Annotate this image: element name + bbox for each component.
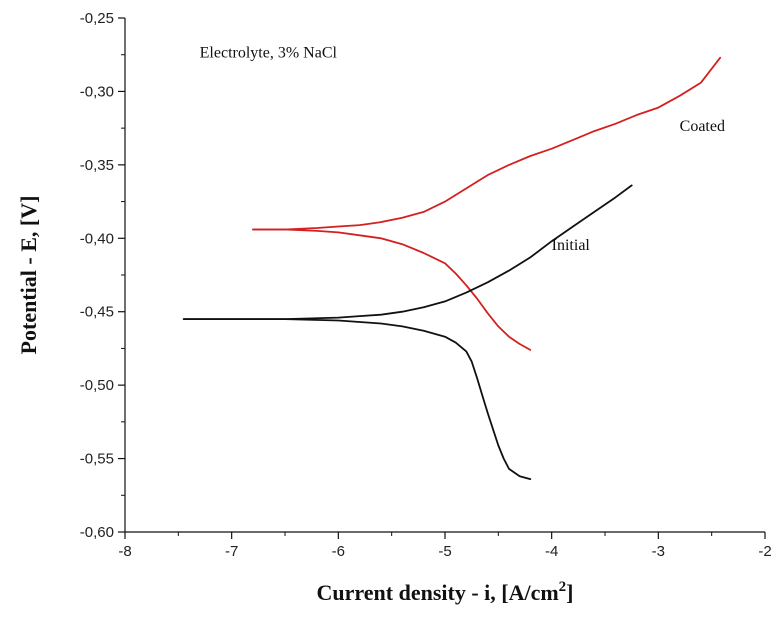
y-tick-label: -0,50 bbox=[80, 377, 114, 394]
annotation-label-2: Initial bbox=[552, 237, 591, 254]
y-tick-label: -0,60 bbox=[80, 524, 114, 541]
plot-area: -8 -7 -6 -5 -4 -3 -2 -0,60 -0,55 -0,50 -0,45 -0,40… bbox=[80, 10, 772, 560]
series-1-cathodic-curve bbox=[182, 318, 532, 480]
annotation-label-0: Electrolyte, 3% NaCl bbox=[200, 45, 338, 62]
x-tick-label: -3 bbox=[652, 543, 665, 560]
x-axis-title-end: ] bbox=[566, 580, 573, 605]
x-axis-title-superscript: 2 bbox=[559, 579, 567, 595]
y-tick-label: -0,25 bbox=[80, 10, 114, 27]
y-tick-label: -0,40 bbox=[80, 230, 114, 247]
annotation-layer: Electrolyte, 3% NaCl Coated Initial bbox=[200, 45, 725, 254]
x-axis-title: Current density - i, [A/cm2] bbox=[317, 579, 574, 605]
y-tick-label: -0,45 bbox=[80, 304, 114, 321]
y-tick-label: -0,30 bbox=[80, 83, 114, 100]
x-tick-label: -7 bbox=[225, 543, 238, 560]
x-tick-label: -8 bbox=[118, 543, 131, 560]
series-layer bbox=[182, 56, 722, 480]
y-tick-label: -0,55 bbox=[80, 451, 114, 468]
x-tick-label: -4 bbox=[545, 543, 558, 560]
x-tick-label: -2 bbox=[758, 543, 771, 560]
series-0-anodic-curve bbox=[252, 56, 722, 231]
y-tick-label: -0,35 bbox=[80, 157, 114, 174]
x-tick-label: -6 bbox=[332, 543, 345, 560]
y-axis-title: Potential - E, [V] bbox=[16, 196, 41, 355]
x-tick-label: -5 bbox=[438, 543, 451, 560]
annotation-label-1: Coated bbox=[680, 118, 725, 135]
x-axis-ticks: -8 -7 -6 -5 -4 -3 -2 bbox=[118, 532, 772, 560]
series-1-anodic-curve bbox=[182, 184, 633, 320]
y-axis-ticks: -0,60 -0,55 -0,50 -0,45 -0,40 -0,35 -0,30 -0,25 bbox=[80, 10, 125, 541]
series-0-cathodic-curve bbox=[252, 228, 532, 351]
x-axis-title-main: Current density - i, [A/cm bbox=[317, 580, 559, 605]
